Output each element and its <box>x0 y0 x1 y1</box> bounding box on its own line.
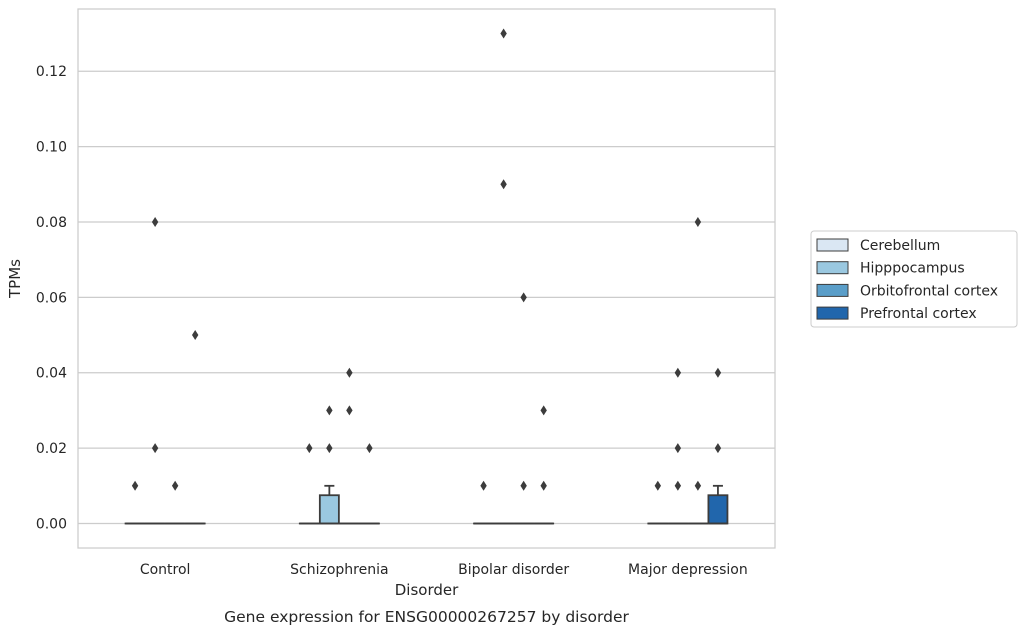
outlier-point <box>346 405 353 416</box>
outlier-point <box>520 292 527 303</box>
legend-swatch <box>816 261 849 275</box>
outlier-point <box>674 480 682 491</box>
box-body <box>318 494 340 525</box>
outlier-point <box>480 480 487 491</box>
outlier-point <box>694 480 702 491</box>
legend-label: Orbitofrontal cortex <box>860 283 998 299</box>
x-axis-title: Disorder <box>395 581 459 599</box>
legend: Cerebellum Hipppocampus Orbitofrontal cort… <box>810 230 1018 328</box>
y-tick-label: 0.04 <box>36 366 67 382</box>
outlier-point <box>540 405 547 416</box>
box-1-1 <box>318 484 340 525</box>
y-axis-title: TPMs <box>6 259 24 299</box>
outliers <box>131 28 722 491</box>
x-axis-ticks: Control Schizophrenia Bipolar disorder Majo… <box>140 562 748 578</box>
gridlines <box>78 70 775 525</box>
legend-swatch <box>816 306 849 320</box>
outlier-point <box>171 480 179 491</box>
chart-caption: Gene expression for ENSG00000267257 by d… <box>224 608 629 626</box>
outlier-point <box>346 367 353 378</box>
outlier-point <box>694 216 702 227</box>
legend-swatch <box>816 238 849 252</box>
outlier-point <box>500 179 507 190</box>
outlier-point <box>654 480 662 491</box>
y-tick-label: 0.08 <box>36 215 67 231</box>
legend-label: Hipppocampus <box>860 261 965 277</box>
outlier-point <box>674 367 682 378</box>
x-tick-label: Control <box>140 562 191 578</box>
legend-swatch <box>816 283 849 297</box>
legend-frame <box>810 230 1018 328</box>
y-tick-label: 0.06 <box>36 290 67 306</box>
boxes <box>124 484 729 525</box>
outlier-point <box>306 443 313 454</box>
x-tick-label: Bipolar disorder <box>458 562 569 578</box>
x-tick-label: Schizophrenia <box>290 562 388 578</box>
y-tick-label: 0.00 <box>36 517 67 533</box>
outlier-point <box>151 443 159 454</box>
outlier-point <box>674 443 682 454</box>
box-body <box>707 494 729 525</box>
outlier-point <box>366 443 373 454</box>
outlier-point <box>500 28 507 39</box>
outlier-point <box>131 480 139 491</box>
outlier-point <box>520 480 527 491</box>
outlier-point <box>714 443 722 454</box>
y-tick-label: 0.10 <box>36 140 67 156</box>
y-tick-label: 0.12 <box>36 64 67 80</box>
outlier-point <box>326 405 333 416</box>
plot-area-frame <box>77 8 776 549</box>
outlier-point <box>191 330 199 341</box>
outlier-point <box>540 480 547 491</box>
x-tick-label: Major depression <box>628 562 748 578</box>
y-tick-label: 0.02 <box>36 441 67 457</box>
y-axis-ticks: 0.00 0.02 0.04 0.06 0.08 0.10 0.12 <box>36 64 67 532</box>
box-3-3 <box>707 484 729 525</box>
legend-label: Cerebellum <box>860 238 940 254</box>
outlier-point <box>151 216 159 227</box>
outlier-point <box>326 443 333 454</box>
legend-label: Prefrontal cortex <box>860 306 977 322</box>
outlier-point <box>714 367 722 378</box>
